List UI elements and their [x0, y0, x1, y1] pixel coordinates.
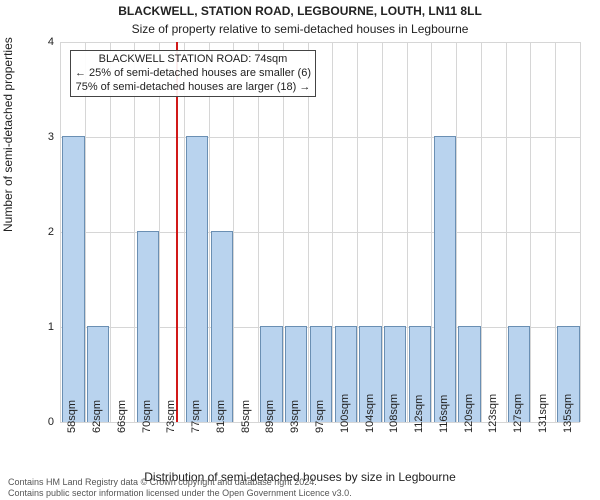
bar: [434, 136, 456, 422]
footer-line-2: Contains public sector information licen…: [8, 488, 352, 498]
y-axis-label: Number of semi-detached properties: [1, 37, 15, 232]
gridline-v: [60, 42, 61, 422]
gridline-v: [85, 42, 86, 422]
chart-title: BLACKWELL, STATION ROAD, LEGBOURNE, LOUT…: [0, 4, 600, 18]
footer-attribution: Contains HM Land Registry data © Crown c…: [8, 477, 352, 498]
gridline-v: [209, 42, 210, 422]
annotation-line-3: 75% of semi-detached houses are larger (…: [75, 81, 311, 95]
gridline-v: [332, 42, 333, 422]
gridline-v: [357, 42, 358, 422]
gridline-v: [283, 42, 284, 422]
chart-container: BLACKWELL, STATION ROAD, LEGBOURNE, LOUT…: [0, 0, 600, 500]
gridline-v: [159, 42, 160, 422]
gridline-h: [60, 137, 580, 138]
bar: [62, 136, 84, 422]
gridline-v: [431, 42, 432, 422]
plot-area: [60, 42, 580, 422]
gridline-v: [481, 42, 482, 422]
gridline-v: [506, 42, 507, 422]
bar: [186, 136, 208, 422]
gridline-h: [60, 42, 580, 43]
gridline-v: [530, 42, 531, 422]
y-tick-label: 4: [24, 36, 54, 48]
gridline-v: [308, 42, 309, 422]
y-tick-label: 3: [24, 131, 54, 143]
gridline-v: [456, 42, 457, 422]
reference-line: [176, 42, 178, 422]
gridline-v: [184, 42, 185, 422]
y-tick-label: 2: [24, 226, 54, 238]
bar: [137, 231, 159, 422]
gridline-v: [407, 42, 408, 422]
gridline-v: [134, 42, 135, 422]
chart-subtitle: Size of property relative to semi-detach…: [0, 22, 600, 36]
gridline-v: [580, 42, 581, 422]
y-tick-label: 1: [24, 321, 54, 333]
annotation-box: BLACKWELL STATION ROAD: 74sqm← 25% of se…: [70, 50, 316, 97]
annotation-line-1: BLACKWELL STATION ROAD: 74sqm: [75, 53, 311, 67]
gridline-v: [555, 42, 556, 422]
gridline-v: [110, 42, 111, 422]
gridline-v: [233, 42, 234, 422]
gridline-v: [382, 42, 383, 422]
annotation-line-2: ← 25% of semi-detached houses are smalle…: [75, 67, 311, 81]
footer-line-1: Contains HM Land Registry data © Crown c…: [8, 477, 352, 487]
bar: [211, 231, 233, 422]
gridline-v: [258, 42, 259, 422]
y-tick-label: 0: [24, 416, 54, 428]
